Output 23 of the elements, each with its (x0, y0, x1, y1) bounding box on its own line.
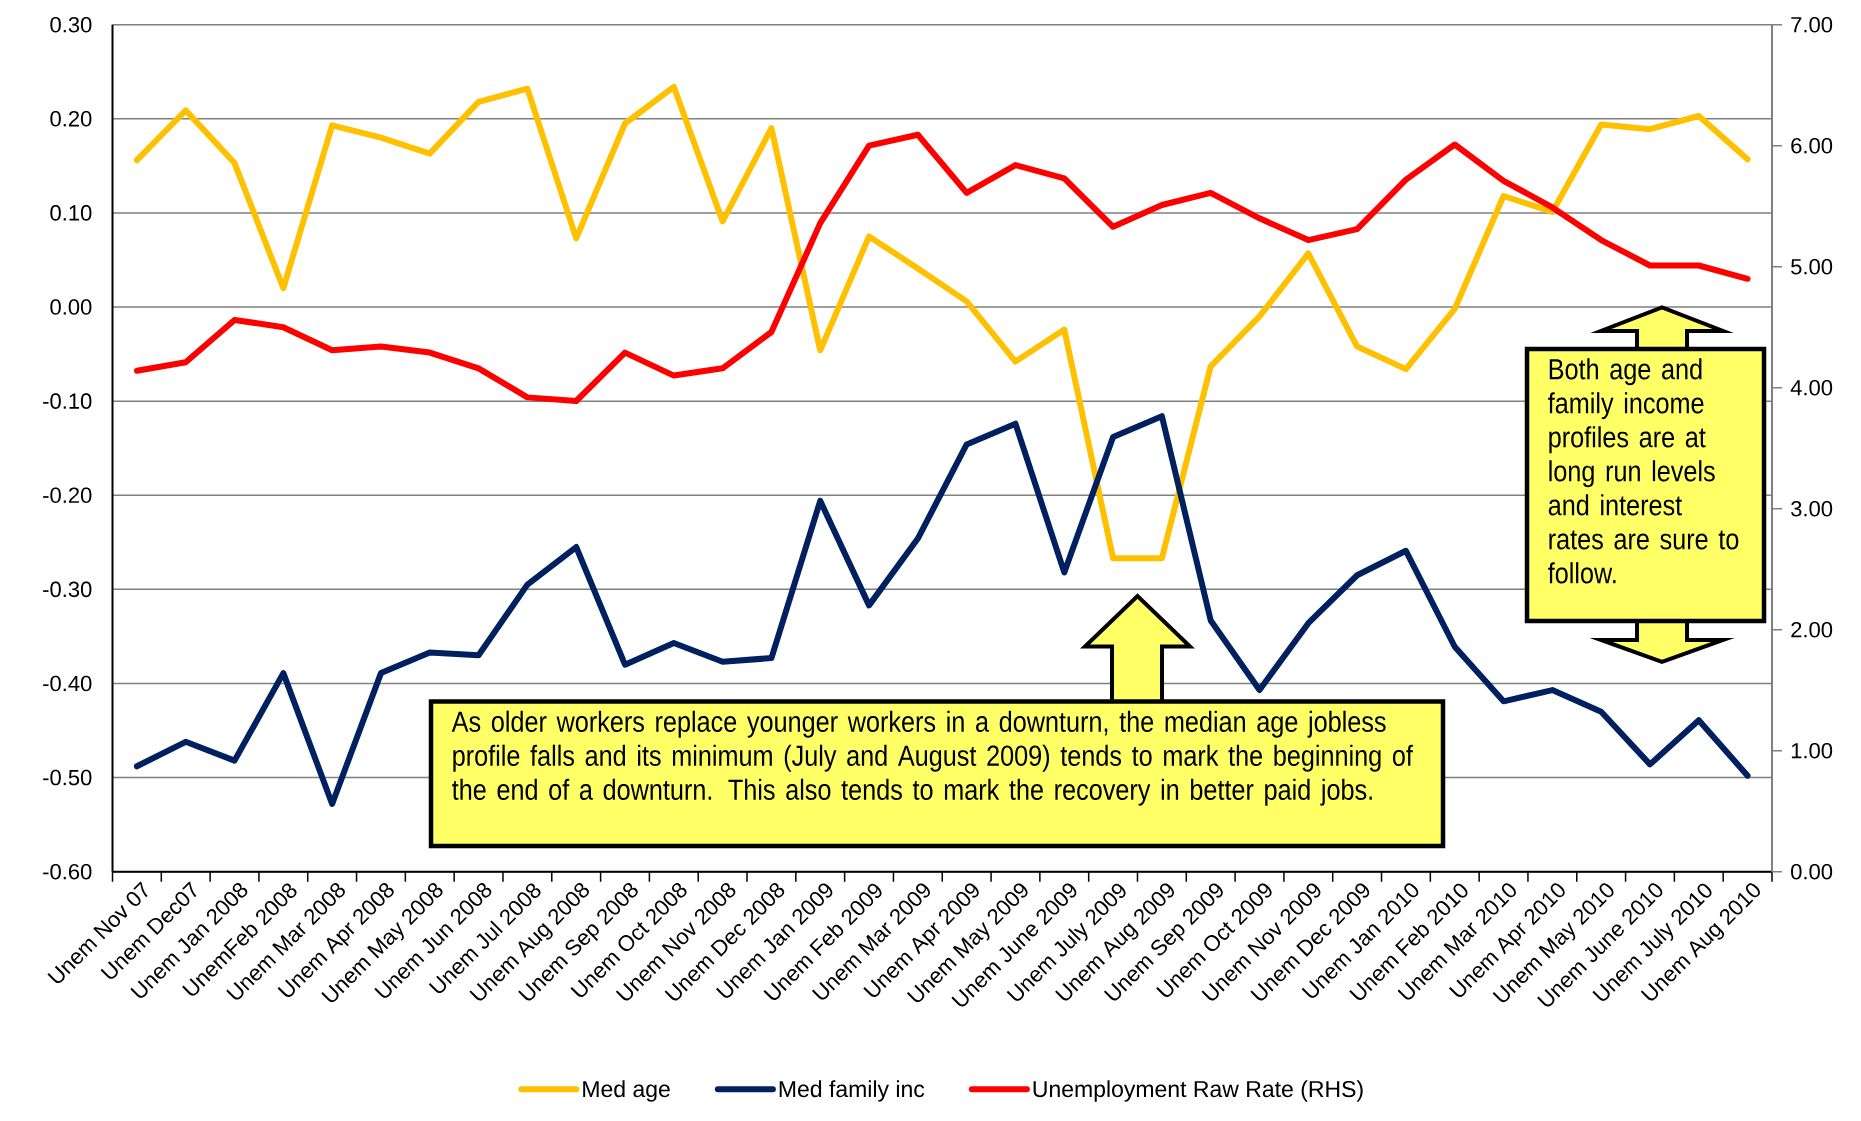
y2-tick-label: 1.00 (1791, 742, 1833, 759)
y2-tick-label: 6.00 (1791, 137, 1833, 154)
annotation: Both age and family income profiles are at long run levels and interest rates are sure to follow. (1548, 358, 1739, 584)
y-tick-label: -0.50 (43, 769, 92, 786)
y2-tick-label: 0.00 (1791, 863, 1833, 880)
annotation: As older workers replace younger workers in a downturn, the median age jobless profile falls and its minimum (July and August 2009) tends to mark the beginning of the end of a downturn. This also tends to mark the recovery in better paid jobs. (451, 710, 1413, 806)
y-tick-label: -0.60 (43, 863, 92, 880)
y-tick-label: 0.00 (50, 299, 92, 315)
y2-tick-label: 3.00 (1791, 500, 1833, 517)
y-tick-label: 0.10 (50, 205, 92, 221)
y2-tick-label: 2.00 (1791, 621, 1833, 638)
y-tick-label: -0.30 (43, 581, 92, 598)
y-tick-label: -0.20 (43, 487, 92, 504)
legend-label: Unemployment Raw Rate (RHS) (1033, 1080, 1363, 1102)
y-tick-label: 0.20 (50, 111, 92, 127)
y-tick-label: 0.30 (50, 16, 92, 33)
y2-tick-label: 4.00 (1790, 379, 1833, 396)
legend-label: Med family inc (779, 1080, 925, 1102)
y-tick-label: -0.10 (43, 393, 92, 409)
y2-tick-label: 7.00 (1791, 16, 1833, 33)
legend-label: Med age (583, 1080, 670, 1102)
y-tick-label: -0.40 (43, 675, 92, 692)
y2-tick-label: 5.00 (1791, 258, 1833, 275)
